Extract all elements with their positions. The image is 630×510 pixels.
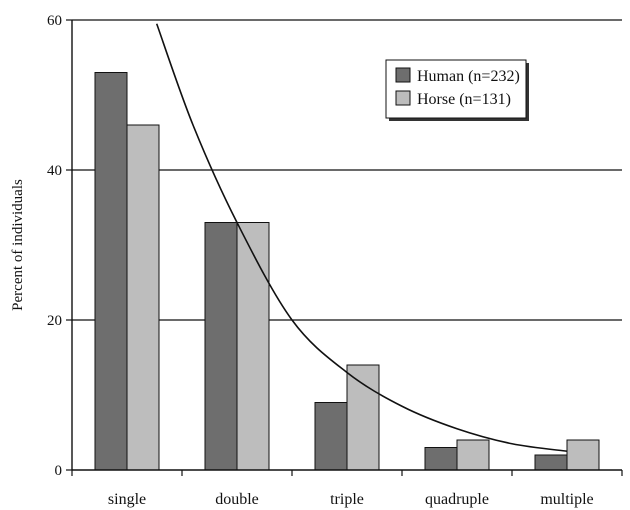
y-tick-label: 60 bbox=[47, 13, 62, 29]
category-label-double: double bbox=[215, 491, 259, 508]
gridlines bbox=[72, 19, 622, 321]
y-tick-label: 40 bbox=[47, 163, 62, 179]
category-label-triple: triple bbox=[330, 491, 364, 508]
legend-box bbox=[385, 59, 527, 119]
bar-human-triple bbox=[314, 402, 348, 471]
bar-horse-double bbox=[236, 222, 270, 471]
category-labels: single double triple quadruple multiple bbox=[108, 491, 594, 508]
y-axis-label: Percent of individuals bbox=[10, 179, 26, 311]
legend-label-human: Human (n=232) bbox=[417, 68, 520, 85]
category-label-quadruple: quadruple bbox=[425, 491, 489, 508]
bar-human-quadruple bbox=[424, 447, 458, 471]
bar-horse-single bbox=[126, 124, 160, 471]
bar-human-single bbox=[94, 72, 128, 471]
bar-horse-triple bbox=[346, 364, 380, 471]
legend-label-horse: Horse (n=131) bbox=[417, 91, 511, 108]
bar-horse-quadruple bbox=[456, 439, 490, 471]
y-tick-labels: 0 20 40 60 bbox=[47, 13, 62, 479]
legend-swatch-horse bbox=[395, 90, 411, 106]
legend-swatch-human bbox=[395, 67, 411, 83]
y-tick-label: 20 bbox=[47, 313, 62, 329]
bar-human-multiple bbox=[534, 454, 568, 471]
bars bbox=[94, 72, 600, 471]
trend-curve bbox=[155, 23, 568, 453]
category-label-multiple: multiple bbox=[540, 491, 593, 508]
bar-human-double bbox=[204, 222, 238, 471]
category-label-single: single bbox=[108, 491, 146, 508]
bar-horse-multiple bbox=[566, 439, 600, 471]
legend: Human (n=232) Horse (n=131) bbox=[385, 59, 529, 121]
axes bbox=[66, 19, 623, 476]
y-tick-label: 0 bbox=[55, 463, 63, 479]
